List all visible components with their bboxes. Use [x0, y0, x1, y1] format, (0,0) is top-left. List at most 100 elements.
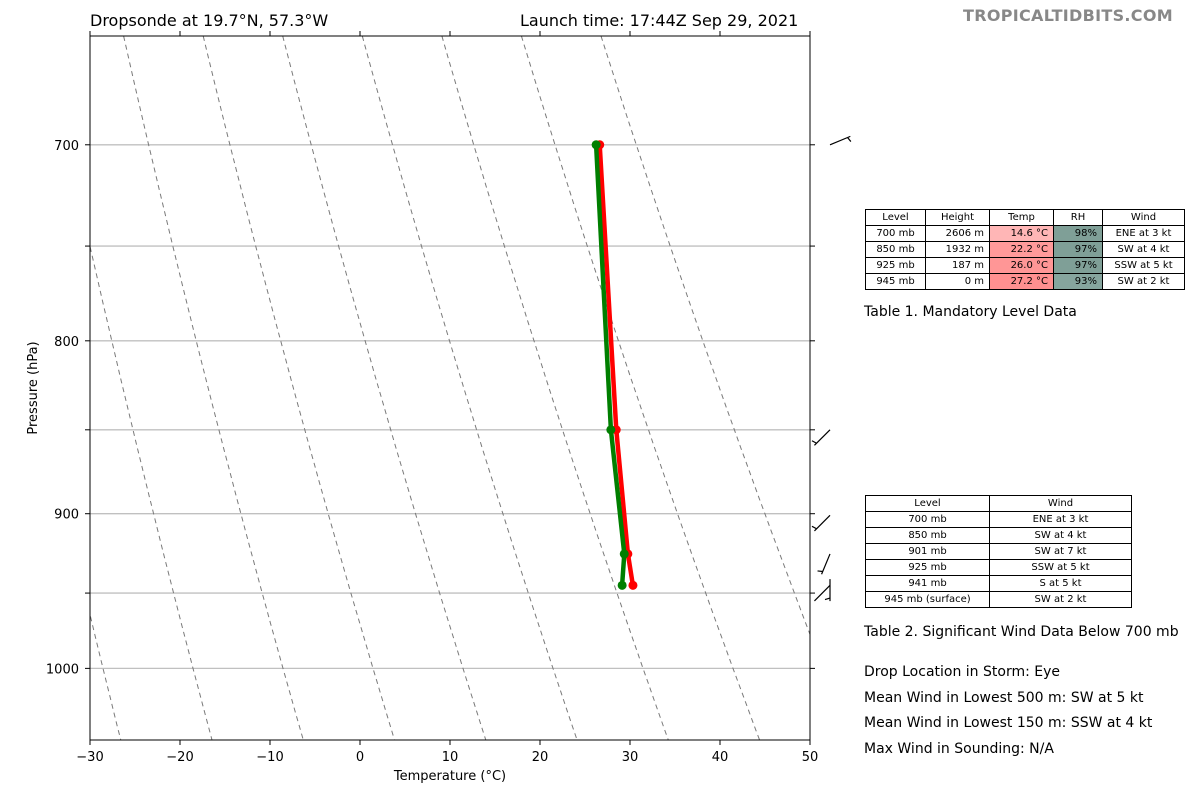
level-cell: 945 mb — [865, 273, 926, 290]
wind-cell: SW at 2 kt — [1102, 273, 1185, 290]
dry-adiabat-line — [361, 36, 578, 740]
barb-shaft — [821, 553, 831, 575]
sounding-line — [597, 144, 636, 586]
wind-barb — [824, 579, 831, 602]
temp-cell: 27.2 °C — [989, 273, 1054, 290]
wind-cell: SSW at 5 kt — [1102, 257, 1185, 274]
height-cell: 187 m — [925, 257, 990, 274]
drop-location-text: Drop Location in Storm: Eye — [864, 664, 1061, 680]
table-row: 941 mb S at 5 kt — [865, 575, 1132, 592]
y-tick-label: 1000 — [46, 662, 79, 677]
wind-cell: SW at 7 kt — [989, 543, 1132, 560]
y-axis-ticks: 700 800 900 1000 — [46, 139, 815, 677]
x-tick-label: 0 — [356, 750, 364, 765]
level-cell: 901 mb — [865, 543, 990, 560]
temp-cell: 26.0 °C — [989, 257, 1054, 274]
y-tick-label: 800 — [54, 335, 79, 350]
table-header: Level — [865, 495, 990, 512]
sounding-point — [619, 549, 629, 559]
dry-adiabat-line — [90, 612, 122, 740]
rh-cell: 97% — [1053, 241, 1103, 258]
rh-cell: 98% — [1053, 225, 1103, 242]
x-tick-label: 30 — [622, 750, 639, 765]
wind-barb — [811, 429, 831, 446]
watermark: TROPICALTIDBITS.COM — [963, 6, 1173, 25]
mandatory-level-table: Level Height Temp RH Wind 700 mb 2606 m … — [865, 209, 1185, 290]
x-tick-label: 50 — [802, 750, 819, 765]
level-cell: 925 mb — [865, 559, 990, 576]
y-tick-label: 900 — [54, 508, 79, 523]
significant-wind-table: Level Wind 700 mb ENE at 3 kt 850 mb SW … — [865, 495, 1132, 608]
table-row: 925 mb 187 m 26.0 °C 97% SSW at 5 kt — [865, 257, 1185, 274]
wind-cell: SW at 4 kt — [1102, 241, 1185, 258]
wind-cell: ENE at 3 kt — [989, 511, 1132, 528]
dry-adiabat-line — [282, 36, 487, 740]
level-cell: 850 mb — [865, 241, 926, 258]
table-row: 700 mb 2606 m 14.6 °C 98% ENE at 3 kt — [865, 225, 1185, 242]
mean-wind-150m-text: Mean Wind in Lowest 150 m: SSW at 4 kt — [864, 715, 1153, 731]
dry-adiabat-line — [600, 36, 810, 636]
wind-barbs — [811, 135, 852, 602]
x-axis-ticks: −30 −20 −10 0 10 20 30 40 50 — [76, 31, 818, 765]
sounding-point — [591, 140, 601, 150]
x-tick-label: 40 — [712, 750, 729, 765]
table-row: 850 mb 1932 m 22.2 °C 97% SW at 4 kt — [865, 241, 1185, 258]
isobar-grid — [90, 144, 810, 670]
level-cell: 700 mb — [865, 511, 990, 528]
wind-barb — [814, 584, 831, 602]
level-cell: 941 mb — [865, 575, 990, 592]
table-row: 945 mb 0 m 27.2 °C 93% SW at 2 kt — [865, 273, 1185, 290]
barb-shaft — [814, 584, 831, 602]
chart-title-location: Dropsonde at 19.7°N, 57.3°W — [90, 11, 329, 30]
rh-cell: 97% — [1053, 257, 1103, 274]
height-cell: 2606 m — [925, 225, 990, 242]
table-header: Temp — [989, 209, 1054, 226]
dry-adiabat-line — [202, 36, 395, 740]
barb-feather — [811, 440, 817, 444]
table-row: 850 mb SW at 4 kt — [865, 527, 1132, 544]
wind-cell: SW at 4 kt — [989, 527, 1132, 544]
x-tick-label: 20 — [532, 750, 549, 765]
barb-feather — [817, 570, 823, 573]
barb-feather — [811, 525, 817, 530]
height-cell: 1932 m — [925, 241, 990, 258]
temp-cell: 22.2 °C — [989, 241, 1054, 258]
barb-shaft — [814, 514, 831, 532]
table-row: 925 mb SSW at 5 kt — [865, 559, 1132, 576]
sounding-profiles — [591, 140, 638, 590]
table-header-row: Level Height Temp RH Wind — [865, 209, 1185, 226]
mean-wind-500m-text: Mean Wind in Lowest 500 m: SW at 5 kt — [864, 690, 1144, 706]
plot-frame — [89, 35, 811, 741]
y-axis-label: Pressure (hPa) — [26, 341, 41, 434]
level-cell: 700 mb — [865, 225, 926, 242]
max-wind-text: Max Wind in Sounding: N/A — [864, 741, 1054, 757]
table1-caption: Table 1. Mandatory Level Data — [864, 304, 1077, 320]
level-cell: 925 mb — [865, 257, 926, 274]
rh-cell: 93% — [1053, 273, 1103, 290]
level-cell: 850 mb — [865, 527, 990, 544]
table-header: Level — [865, 209, 926, 226]
wind-cell: ENE at 3 kt — [1102, 225, 1185, 242]
chart-title-launch-time: Launch time: 17:44Z Sep 29, 2021 — [520, 11, 799, 30]
level-cell: 945 mb (surface) — [865, 591, 990, 608]
barb-shaft — [829, 135, 851, 146]
wind-cell: S at 5 kt — [989, 575, 1132, 592]
x-tick-label: −10 — [256, 750, 283, 765]
dry-adiabat-line — [123, 36, 304, 740]
dry-adiabats — [90, 36, 810, 740]
wind-cell: SW at 2 kt — [989, 591, 1132, 608]
sounding-point — [606, 425, 616, 435]
wind-barb — [817, 553, 831, 575]
table-row: 945 mb (surface) SW at 2 kt — [865, 591, 1132, 608]
table-header: Height — [925, 209, 990, 226]
table-header: RH — [1053, 209, 1103, 226]
sounding-point — [617, 580, 627, 590]
table-header: Wind — [989, 495, 1132, 512]
temp-cell: 14.6 °C — [989, 225, 1054, 242]
table-header: Wind — [1102, 209, 1185, 226]
barb-feather — [824, 597, 831, 601]
wind-barb — [829, 135, 852, 146]
dry-adiabat-line — [520, 36, 761, 740]
x-tick-label: −30 — [76, 750, 103, 765]
